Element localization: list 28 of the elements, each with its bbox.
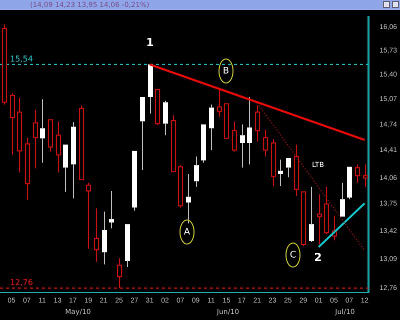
candlestick	[247, 96, 252, 165]
candlestick	[25, 137, 30, 201]
candlestick	[194, 156, 199, 188]
annotation: A	[184, 227, 191, 238]
candlestick	[56, 120, 61, 173]
ref-line-label: 15,54	[10, 54, 33, 64]
candlestick	[94, 208, 99, 262]
candlestick	[209, 104, 214, 151]
candlestick	[109, 190, 114, 229]
candlestick	[40, 98, 45, 164]
candlestick	[309, 186, 314, 242]
ref-line-label: 12,76	[10, 278, 33, 288]
candlestick	[33, 109, 38, 169]
annotation: B	[222, 66, 230, 76]
candlestick	[71, 122, 76, 199]
candlestick	[363, 164, 368, 188]
candlestick	[17, 97, 22, 173]
candlestick	[102, 211, 107, 265]
candlestick	[278, 159, 283, 187]
annotation: 2	[314, 250, 322, 264]
annotation: 1	[146, 36, 154, 49]
annotation: C	[290, 250, 296, 260]
candlestick	[240, 124, 245, 168]
candlestick	[186, 173, 191, 224]
candlestick	[317, 194, 322, 246]
candlestick	[263, 129, 268, 157]
candlestick	[163, 100, 168, 136]
candlestick	[294, 144, 299, 196]
